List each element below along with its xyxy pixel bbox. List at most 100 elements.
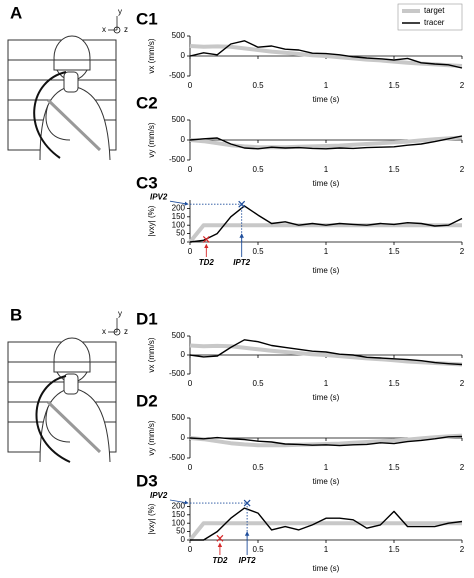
panel-label: C3 (136, 173, 158, 192)
series-line (190, 507, 463, 541)
axis-letter: y (118, 309, 122, 318)
x-tick-label: 0 (188, 545, 193, 554)
x-axis-label: time (s) (313, 95, 340, 104)
y-axis-label: |vxy| (%) (147, 205, 156, 236)
y-axis-label: vy (mm/s) (147, 420, 156, 455)
panel-label: D2 (136, 391, 158, 410)
annotation-label: IPV2 (150, 491, 168, 500)
axis-letter: x (102, 327, 106, 336)
y-tick-label: 0 (181, 135, 186, 144)
illustration-b: B y x z (6, 305, 128, 464)
axis-letter: z (124, 25, 128, 34)
x-tick-label: 0 (188, 463, 193, 472)
y-tick-label: 0 (181, 535, 186, 544)
y-tick-label: 0 (181, 51, 186, 60)
y-tick-label: 500 (172, 31, 186, 40)
panel-label: D1 (136, 309, 158, 328)
y-tick-label: 100 (172, 220, 186, 229)
annotation-marker (238, 200, 246, 208)
y-axis-label: vy (mm/s) (147, 122, 156, 157)
x-tick-label: 0.5 (252, 247, 264, 256)
y-axis-label: vx (mm/s) (147, 38, 156, 73)
x-axis-label: time (s) (313, 477, 340, 486)
x-tick-label: 1 (324, 379, 329, 388)
x-tick-label: 1.5 (388, 247, 400, 256)
y-tick-label: -500 (169, 155, 186, 164)
annotation-label: IPV2 (150, 192, 168, 201)
x-axis-label: time (s) (313, 564, 340, 573)
axis-letter: z (124, 327, 128, 336)
annotation-marker (202, 236, 210, 243)
annotation-label: IPT2 (239, 556, 256, 565)
x-tick-label: 1.5 (388, 545, 400, 554)
x-tick-label: 1 (324, 165, 329, 174)
annotation-arrow (169, 499, 189, 505)
legend: target tracer (397, 3, 463, 31)
x-tick-label: 1.5 (388, 379, 400, 388)
axis-letter: x (102, 25, 106, 34)
series-line (188, 223, 462, 244)
panel-label: C2 (136, 93, 158, 112)
y-tick-label: 500 (172, 331, 186, 340)
x-tick-label: 2 (460, 545, 465, 554)
series-line (189, 44, 463, 68)
y-tick-label: 0 (181, 237, 186, 246)
legend-label: target (424, 6, 445, 15)
legend-box (397, 3, 463, 31)
series-line (189, 435, 463, 447)
x-tick-label: 1 (324, 463, 329, 472)
illustration-a: A y x z (6, 3, 128, 162)
y-tick-label: 0 (181, 433, 186, 442)
y-tick-label: 150 (172, 212, 186, 221)
annotation-label: TD2 (199, 258, 215, 267)
series-line (189, 205, 463, 243)
x-tick-label: 0.5 (252, 379, 264, 388)
x-axis-label: time (s) (313, 179, 340, 188)
y-tick-label: 50 (176, 229, 185, 238)
series-line (189, 40, 463, 69)
y-tick-label: 50 (176, 527, 185, 536)
x-tick-label: 1.5 (388, 463, 400, 472)
x-tick-label: 0 (188, 81, 193, 90)
annotation-marker (216, 534, 224, 542)
y-tick-label: -500 (169, 369, 186, 378)
x-tick-label: 0.5 (252, 81, 264, 90)
annotation-label: IPT2 (233, 258, 250, 267)
series-line (189, 433, 463, 448)
x-tick-label: 1 (324, 81, 329, 90)
x-axis-label: time (s) (313, 266, 340, 275)
x-tick-label: 2 (460, 81, 465, 90)
y-tick-label: 500 (172, 115, 186, 124)
y-tick-label: 100 (172, 518, 186, 527)
y-axis-label: |vxy| (%) (147, 503, 156, 534)
x-tick-label: 0.5 (252, 463, 264, 472)
y-tick-label: 500 (172, 413, 186, 422)
y-tick-label: -500 (169, 71, 186, 80)
series-line (188, 521, 462, 542)
series-line (189, 135, 463, 150)
x-tick-label: 2 (460, 379, 465, 388)
panel-label: B (10, 305, 22, 324)
x-axis-label: time (s) (313, 393, 340, 402)
panel-label: D3 (136, 471, 158, 490)
x-tick-label: 1 (324, 247, 329, 256)
y-tick-label: 0 (181, 350, 186, 359)
y-tick-label: 200 (172, 204, 186, 213)
x-tick-label: 1.5 (388, 165, 400, 174)
x-tick-label: 0.5 (252, 545, 264, 554)
axis-letter: y (118, 7, 122, 16)
panel-label: A (10, 3, 22, 22)
x-tick-label: 0 (188, 379, 193, 388)
x-tick-label: 2 (460, 165, 465, 174)
annotation-label: TD2 (212, 556, 228, 565)
y-axis-label: vx (mm/s) (147, 337, 156, 372)
x-tick-label: 2 (460, 247, 465, 256)
y-tick-label: 150 (172, 510, 186, 519)
series-line (189, 343, 463, 367)
